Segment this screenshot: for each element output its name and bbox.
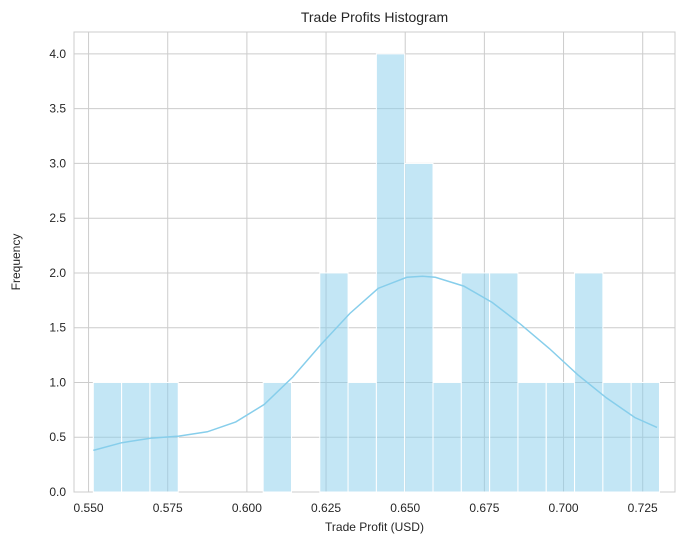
histogram-bar [347,381,377,493]
x-tick-label: 0.675 [469,501,499,515]
histogram-bar [262,381,292,493]
histogram-bar [92,381,123,493]
histogram-bar [375,53,406,493]
x-tick-label: 0.600 [232,501,262,515]
histogram-bar [545,381,576,493]
x-tick-labels: 0.550 0.575 0.600 0.625 0.650 0.675 0.700 0.725 [74,501,658,515]
x-tick-label: 0.575 [153,501,183,515]
y-tick-label: 3.5 [49,102,66,116]
x-tick-label: 0.700 [549,501,579,515]
x-tick-label: 0.550 [74,501,104,515]
histogram-bar [630,381,660,493]
x-tick-label: 0.650 [390,501,420,515]
y-tick-label: 4.0 [49,47,66,61]
histogram-bar [404,162,434,493]
histogram-bar [489,272,519,493]
x-tick-label: 0.725 [628,501,658,515]
x-axis-label: Trade Profit (USD) [325,520,424,534]
histogram-bar [460,272,491,493]
histogram-bar [574,272,604,493]
histogram-bar [602,381,632,493]
histogram-bars [92,53,660,493]
y-tick-label: 1.5 [49,321,66,335]
y-tick-label: 2.0 [49,266,66,280]
kde-curve [93,275,658,452]
y-axis-label: Frequency [9,234,23,291]
y-tick-label: 0.0 [49,485,66,499]
histogram-bar [517,381,547,493]
y-tick-label: 2.5 [49,211,66,225]
histogram-bar [319,272,349,493]
chart-title: Trade Profits Histogram [301,9,448,25]
y-tick-label: 3.0 [49,156,66,170]
y-tick-labels: 0.0 0.5 1.0 1.5 2.0 2.5 3.0 3.5 4.0 [49,47,66,499]
histogram-bar [432,381,462,493]
y-tick-label: 0.5 [49,430,66,444]
histogram-bar [121,381,151,493]
y-tick-label: 1.0 [49,375,66,389]
x-tick-label: 0.625 [311,501,341,515]
